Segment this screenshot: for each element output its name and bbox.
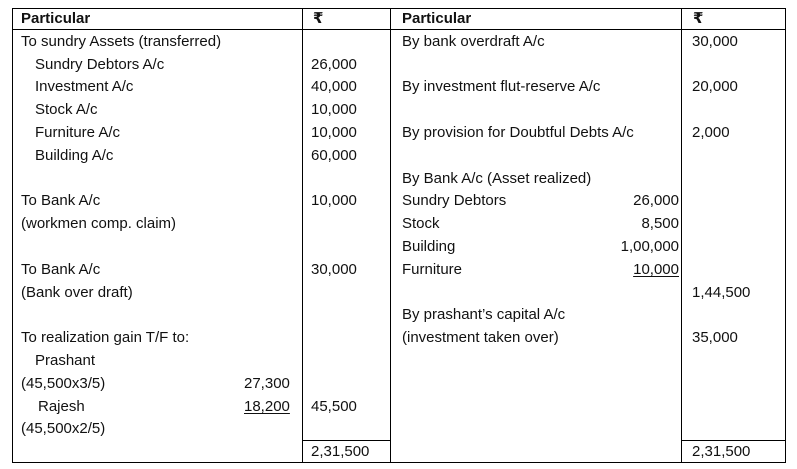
header-divider — [13, 29, 785, 30]
debit-item-amount: 60,000 — [311, 147, 357, 164]
credit-grand-total: 2,31,500 — [692, 443, 751, 460]
debit-item-label: Stock A/c — [35, 101, 98, 118]
debit-item-label: Sundry Debtors A/c — [35, 56, 165, 73]
realization-account-table: Particular ₹ Particular ₹ To sundry Asse… — [12, 8, 786, 463]
bank-realized-total: 1,44,500 — [692, 284, 751, 301]
partner-rajesh: Rajesh — [38, 398, 85, 415]
credit-total-line — [681, 440, 785, 441]
realized-item-amount: 1,00,000 — [620, 238, 679, 255]
debit-total-line — [302, 440, 390, 441]
column-divider — [681, 9, 682, 462]
bank-workmen-amount: 10,000 — [311, 192, 357, 209]
debit-grand-total: 2,31,500 — [311, 443, 370, 460]
realized-item-label: Building — [402, 238, 456, 255]
debit-item-label: Building A/c — [35, 147, 114, 164]
bank-overdraft-amount: 30,000 — [311, 261, 357, 278]
bank-workmen-line1: To Bank A/c — [21, 192, 101, 209]
capital-amount: 35,000 — [692, 329, 738, 346]
amount-header-debit: ₹ — [313, 10, 324, 27]
prashant-calculation: (45,500x3/5) — [21, 375, 106, 392]
debit-item-amount: 10,000 — [311, 101, 357, 118]
column-divider — [302, 9, 303, 462]
capital-line2: (investment taken over) — [402, 329, 559, 346]
bank-overdraft-line1: To Bank A/c — [21, 261, 101, 278]
rajesh-calculation: (45,500x2/5) — [21, 420, 106, 437]
investment-reserve-label: By investment flut-reserve A/c — [402, 78, 601, 95]
realized-item-amount: 26,000 — [633, 192, 679, 209]
prashant-share: 27,300 — [244, 375, 290, 392]
amount-header-credit: ₹ — [693, 10, 704, 27]
provision-label: By provision for Doubtful Debts A/c — [402, 124, 634, 141]
debit-item-amount: 40,000 — [311, 78, 357, 95]
realization-gain-heading: To realization gain T/F to: — [21, 329, 190, 346]
sundry-assets-heading: To sundry Assets (transferred) — [21, 33, 222, 50]
realized-item-label: Stock — [402, 215, 440, 232]
realized-item-label: Sundry Debtors — [402, 192, 507, 209]
debit-item-label: Furniture A/c — [35, 124, 121, 141]
bank-overdraft-credit-amount: 30,000 — [692, 33, 738, 50]
partner-prashant: Prashant — [35, 352, 96, 369]
bank-overdraft-credit-label: By bank overdraft A/c — [402, 33, 545, 50]
capital-line1: By prashant’s capital A/c — [402, 306, 566, 323]
rajesh-share: 18,200 — [244, 398, 290, 415]
investment-reserve-amount: 20,000 — [692, 78, 738, 95]
particular-header-debit: Particular — [21, 10, 91, 27]
realization-gain-total: 45,500 — [311, 398, 357, 415]
provision-amount: 2,000 — [692, 124, 730, 141]
particular-header-credit: Particular — [402, 10, 472, 27]
realized-item-label: Furniture — [402, 261, 463, 278]
debit-item-amount: 10,000 — [311, 124, 357, 141]
realized-item-amount: 8,500 — [641, 215, 679, 232]
debit-item-amount: 26,000 — [311, 56, 357, 73]
column-divider — [390, 9, 391, 462]
bank-overdraft-line2: (Bank over draft) — [21, 284, 133, 301]
bank-realized-heading: By Bank A/c (Asset realized) — [402, 170, 592, 187]
realized-item-amount: 10,000 — [633, 261, 679, 278]
bank-workmen-line2: (workmen comp. claim) — [21, 215, 177, 232]
debit-item-label: Investment A/c — [35, 78, 134, 95]
